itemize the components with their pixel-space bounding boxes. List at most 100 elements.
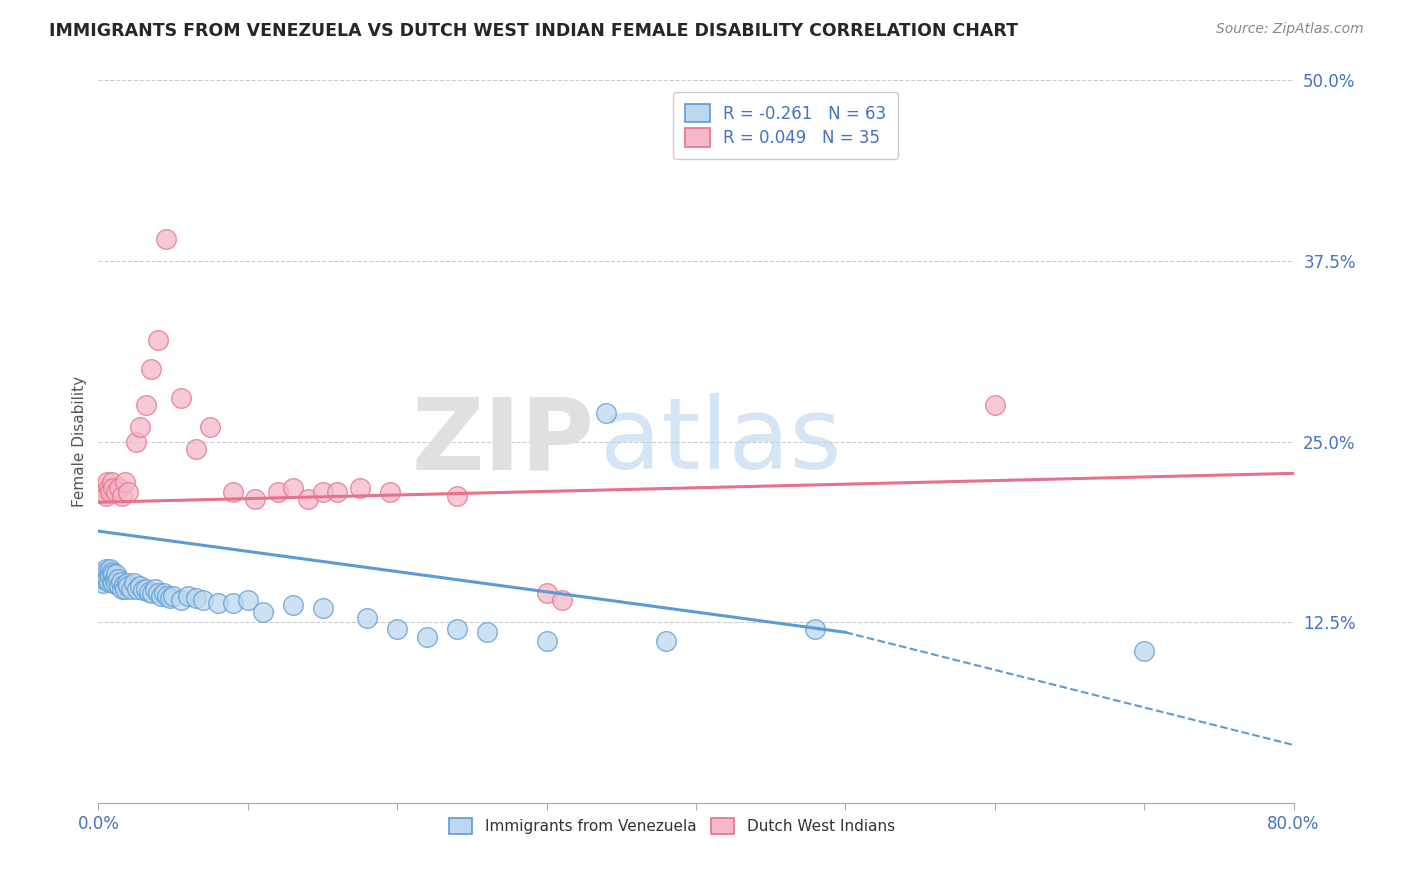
- Point: [110, 574, 132, 589]
- Point: [98, 562, 122, 576]
- Point: [655, 634, 678, 648]
- Point: [98, 569, 122, 583]
- Text: IMMIGRANTS FROM VENEZUELA VS DUTCH WEST INDIAN FEMALE DISABILITY CORRELATION CHA: IMMIGRANTS FROM VENEZUELA VS DUTCH WEST …: [49, 22, 1018, 40]
- Point: [125, 434, 148, 449]
- Point: [184, 442, 207, 456]
- Point: [120, 582, 142, 596]
- Point: [236, 593, 259, 607]
- Point: [138, 584, 160, 599]
- Point: [124, 576, 146, 591]
- Point: [148, 586, 170, 600]
- Point: [356, 611, 378, 625]
- Point: [101, 565, 124, 579]
- Point: [311, 600, 333, 615]
- Point: [155, 232, 177, 246]
- Point: [98, 485, 122, 500]
- Point: [143, 582, 166, 596]
- Point: [97, 481, 120, 495]
- Point: [114, 582, 136, 596]
- Text: ZIP: ZIP: [412, 393, 595, 490]
- Point: [97, 567, 120, 582]
- Point: [101, 574, 124, 589]
- Point: [91, 576, 114, 591]
- Point: [111, 582, 134, 596]
- Point: [385, 623, 409, 637]
- Point: [326, 485, 349, 500]
- Point: [148, 334, 170, 348]
- Point: [104, 572, 127, 586]
- Point: [115, 576, 138, 591]
- Point: [117, 485, 139, 500]
- Point: [132, 583, 155, 598]
- Point: [162, 589, 184, 603]
- Point: [107, 572, 129, 586]
- Point: [222, 596, 245, 610]
- Point: [94, 569, 117, 583]
- Point: [281, 598, 304, 612]
- Point: [135, 398, 157, 412]
- Legend: Immigrants from Venezuela, Dutch West Indians: Immigrants from Venezuela, Dutch West In…: [441, 810, 903, 842]
- Point: [111, 490, 134, 504]
- Point: [94, 562, 117, 576]
- Point: [184, 591, 207, 605]
- Point: [267, 485, 290, 500]
- Point: [177, 589, 200, 603]
- Point: [127, 582, 149, 596]
- Point: [245, 492, 267, 507]
- Point: [96, 565, 118, 579]
- Point: [536, 586, 558, 600]
- Point: [150, 589, 173, 603]
- Point: [297, 492, 319, 507]
- Point: [117, 579, 139, 593]
- Point: [91, 567, 114, 582]
- Point: [1133, 644, 1156, 658]
- Point: [93, 565, 115, 579]
- Point: [311, 485, 333, 500]
- Point: [984, 398, 1007, 412]
- Point: [252, 605, 274, 619]
- Point: [349, 481, 371, 495]
- Point: [129, 420, 152, 434]
- Point: [93, 481, 115, 495]
- Point: [101, 475, 124, 489]
- Y-axis label: Female Disability: Female Disability: [72, 376, 87, 508]
- Point: [169, 391, 191, 405]
- Point: [550, 593, 572, 607]
- Point: [159, 591, 181, 605]
- Point: [105, 485, 128, 500]
- Point: [90, 572, 112, 586]
- Point: [222, 485, 245, 500]
- Point: [135, 582, 157, 596]
- Point: [114, 475, 136, 489]
- Point: [169, 593, 191, 607]
- Text: atlas: atlas: [600, 393, 842, 490]
- Point: [804, 623, 827, 637]
- Point: [105, 576, 128, 591]
- Point: [416, 630, 439, 644]
- Point: [595, 406, 617, 420]
- Point: [103, 567, 125, 582]
- Point: [96, 572, 118, 586]
- Point: [105, 567, 128, 582]
- Point: [97, 574, 120, 589]
- Point: [129, 579, 152, 593]
- Point: [108, 481, 131, 495]
- Point: [108, 579, 131, 593]
- Point: [139, 362, 162, 376]
- Text: Source: ZipAtlas.com: Source: ZipAtlas.com: [1216, 22, 1364, 37]
- Point: [191, 593, 214, 607]
- Point: [103, 576, 125, 591]
- Point: [446, 490, 468, 504]
- Point: [156, 589, 179, 603]
- Point: [446, 623, 468, 637]
- Point: [207, 596, 229, 610]
- Point: [90, 485, 112, 500]
- Point: [141, 586, 163, 600]
- Point: [378, 485, 401, 500]
- Point: [94, 490, 117, 504]
- Point: [112, 577, 135, 591]
- Point: [96, 475, 118, 489]
- Point: [153, 586, 176, 600]
- Point: [281, 481, 304, 495]
- Point: [475, 625, 498, 640]
